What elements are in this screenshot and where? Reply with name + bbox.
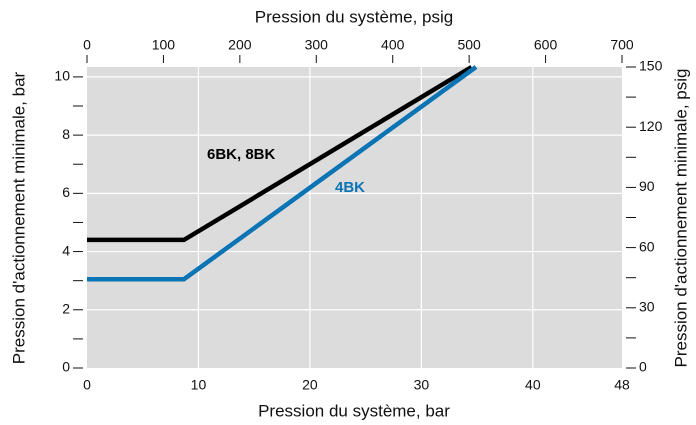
x-tick-label: 40	[525, 377, 541, 393]
y-tick-label: 4	[62, 242, 70, 258]
series-line	[87, 65, 478, 282]
x-tick-label: 48	[614, 377, 630, 393]
y2-tick-label: 0	[639, 359, 647, 375]
y2-tick-label: 150	[639, 58, 663, 74]
x2-tick-label: 300	[305, 37, 329, 53]
y2-tick-label: 120	[639, 118, 663, 134]
x2-tick-label: 200	[228, 37, 252, 53]
y2-tick-label: 90	[639, 178, 655, 194]
x-axis-title: Pression du système, bar	[258, 401, 450, 420]
y2-tick-label: 60	[639, 238, 655, 254]
x2-axis-title: Pression du système, psig	[255, 7, 453, 26]
y-tick-label: 8	[62, 126, 70, 142]
series-label: 6BK, 8BK	[207, 146, 276, 163]
x2-tick-label: 0	[83, 37, 91, 53]
series-line	[87, 65, 473, 243]
x-tick-label: 10	[191, 377, 207, 393]
x2-tick-label: 400	[381, 37, 405, 53]
y2-axis-title: Pression d'actionnement minimale, psig	[671, 68, 690, 367]
plot-background	[87, 67, 622, 368]
y2-tick-label: 30	[639, 299, 655, 315]
x-tick-label: 20	[302, 377, 318, 393]
x2-tick-label: 600	[534, 37, 558, 53]
x-tick-label: 30	[414, 377, 430, 393]
y-tick-label: 6	[62, 184, 70, 200]
x-tick-label: 0	[83, 377, 91, 393]
series-label: 4BK	[335, 179, 365, 196]
y-tick-label: 0	[62, 359, 70, 375]
x2-tick-label: 500	[457, 37, 481, 53]
x2-tick-label: 100	[152, 37, 176, 53]
y-axis-title: Pression d'actionnement minimale, bar	[9, 71, 28, 364]
y-tick-label: 10	[54, 68, 70, 84]
y-tick-label: 2	[62, 300, 70, 316]
x2-tick-label: 700	[610, 37, 634, 53]
